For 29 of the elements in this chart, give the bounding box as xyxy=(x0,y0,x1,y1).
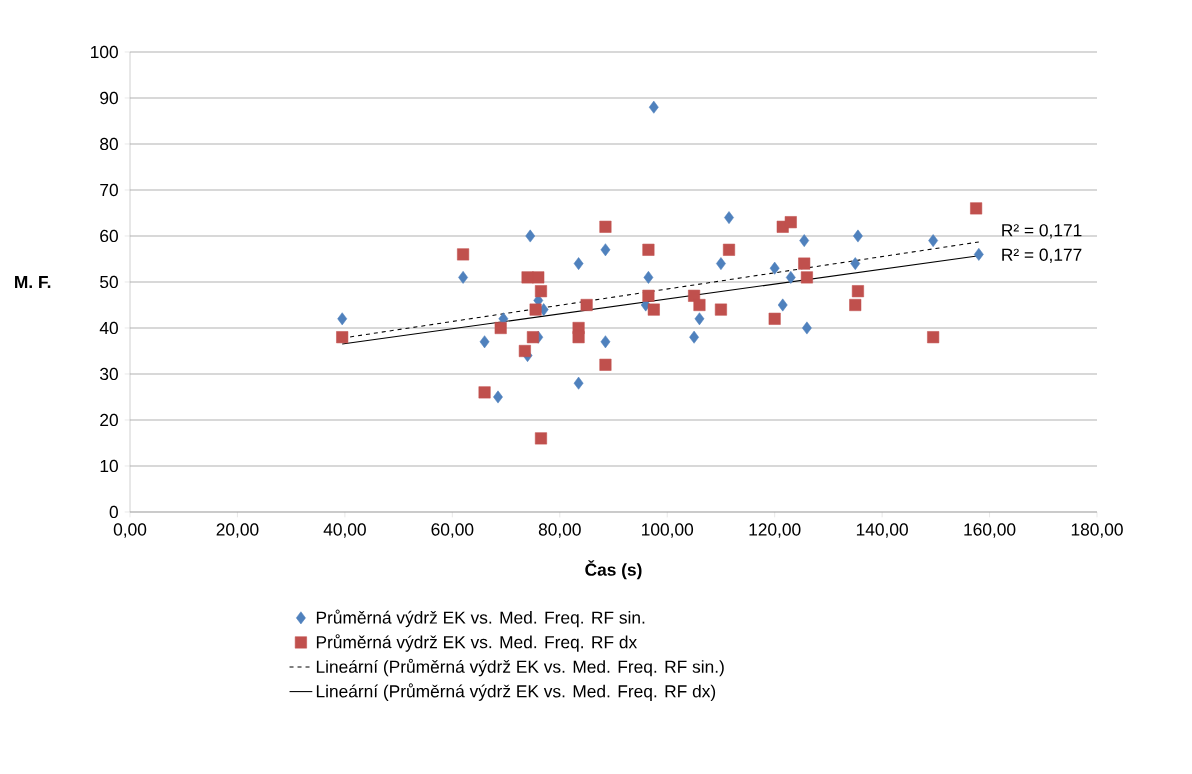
y-tick-label: 30 xyxy=(100,367,118,381)
x-tick-label: 180,00 xyxy=(1071,523,1123,538)
y-tick-label: 70 xyxy=(100,183,118,197)
x-tick-label: 120,00 xyxy=(749,523,801,538)
y-tick-label: 100 xyxy=(91,45,118,59)
legend-label: Průměrná výdrž EK vs. Med. Freq. RF dx xyxy=(316,634,637,652)
x-tick-label: 80,00 xyxy=(538,523,581,538)
x-axis-title: Čas (s) xyxy=(585,560,642,580)
legend-label: Lineární (Průměrná výdrž EK vs. Med. Freq. RF dx) xyxy=(316,683,716,701)
y-tick-label: 90 xyxy=(100,91,118,105)
y-tick-label: 80 xyxy=(100,137,118,151)
x-tick-label: 100,00 xyxy=(642,523,694,538)
y-tick-label: 50 xyxy=(100,275,118,289)
y-tick-label: 40 xyxy=(99,321,118,335)
y-tick-label: 10 xyxy=(100,459,118,473)
x-tick-label: 140,00 xyxy=(856,523,908,538)
annotation: R² = 0,177 xyxy=(1002,248,1082,263)
y-tick-label: 60 xyxy=(100,229,118,243)
x-tick-label: 160,00 xyxy=(964,523,1016,538)
y-axis-title: M. F. xyxy=(15,276,51,288)
y-tick-label: 20 xyxy=(100,413,118,427)
y-tick-label: 0 xyxy=(109,505,118,519)
x-tick-label: 60,00 xyxy=(431,523,474,538)
legend-label: Lineární (Průměrná výdrž EK vs. Med. Freq. RF sin.) xyxy=(316,658,724,677)
annotation: R² = 0,171 xyxy=(1002,224,1082,239)
legend-label: Průměrná výdrž EK vs. Med. Freq. RF sin. xyxy=(316,609,645,628)
x-tick-label: 20,00 xyxy=(216,523,259,538)
x-tick-label: 0,00 xyxy=(113,523,147,538)
x-tick-label: 40,00 xyxy=(323,523,366,538)
